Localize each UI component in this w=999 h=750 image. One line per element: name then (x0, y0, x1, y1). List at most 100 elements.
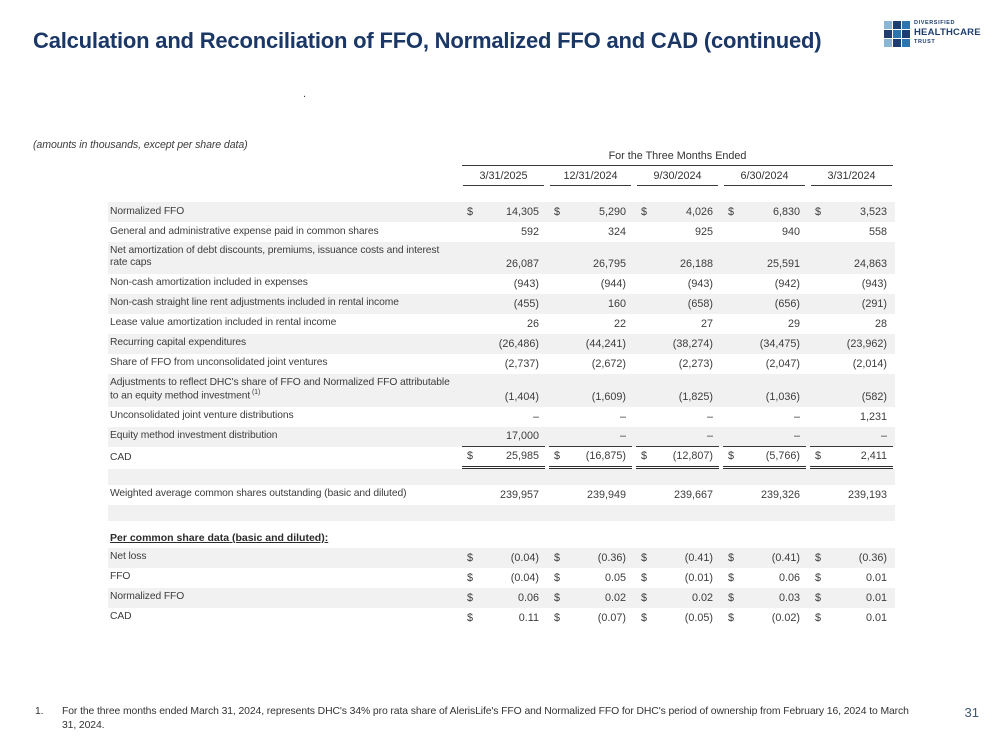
table-cell: 1,231 (810, 408, 893, 427)
table-cell: $ (0.36) (549, 549, 632, 568)
page-number: 31 (964, 705, 979, 720)
table-cell: 24,863 (810, 255, 893, 274)
logo-square (902, 21, 910, 29)
logo-square (902, 39, 910, 47)
cell-value: 940 (781, 226, 800, 238)
cell-value: (291) (861, 297, 887, 310)
table-row: Equity method investment distribution 17,… (108, 426, 895, 447)
dollar-sign: $ (467, 551, 474, 564)
dollar-sign: $ (728, 449, 735, 462)
table-cell: (582) (810, 388, 893, 407)
dollar-sign: $ (554, 591, 561, 604)
cell-value: 25,985 (505, 449, 539, 462)
table-cell: (658) (636, 295, 719, 314)
row-label: Weighted average common shares outstandi… (110, 488, 407, 500)
cell-value: (656) (774, 297, 800, 310)
table-cell: 26,188 (636, 255, 719, 274)
table-cell: $ (0.41) (723, 549, 806, 568)
table-cell: (942) (723, 275, 806, 294)
table-cell: (44,241) (549, 335, 632, 354)
cell-value: 1,231 (859, 410, 887, 423)
table-cell: 27 (636, 315, 719, 334)
cell-value: (943) (861, 277, 887, 290)
table-cell: $2,411 (810, 447, 893, 469)
table-cell: (34,475) (723, 335, 806, 354)
table-cell: $ (5,766) (723, 447, 806, 469)
table-cell: $ (0.01) (636, 569, 719, 588)
financial-table: For the Three Months Ended 3/31/2025 12/3… (108, 150, 895, 628)
cell-value: 24,863 (853, 257, 887, 270)
row-label: Normalized FFO (110, 591, 185, 603)
table-cell: – (549, 408, 632, 427)
table-row: Unconsolidated joint venture distributio… (108, 407, 895, 427)
dollar-sign: $ (641, 591, 648, 604)
cell-value: 26,795 (592, 257, 626, 270)
cell-value: 239,949 (586, 488, 626, 501)
column-header: 3/31/2025 (463, 166, 544, 186)
dollar-sign: $ (815, 591, 822, 604)
dollar-sign: $ (554, 611, 561, 624)
logo-square (893, 21, 901, 29)
table-row: FFO $ (0.04) $0.05 $ (0.01) $0.06 $0.01 (108, 568, 895, 588)
table-cell: (943) (462, 275, 545, 294)
dollar-sign: $ (815, 206, 822, 218)
table-cell: 239,667 (636, 486, 719, 505)
dollar-sign: $ (641, 449, 648, 462)
cell-value: (0.04) (510, 571, 539, 584)
table-cell: 160 (549, 295, 632, 314)
table-cell: $ (0.41) (636, 549, 719, 568)
row-label: FFO (110, 571, 131, 583)
table-cell: (2,672) (549, 355, 632, 374)
table-cell: 28 (810, 315, 893, 334)
table-cell: $0.11 (462, 609, 545, 628)
cell-value: – (706, 410, 713, 423)
cell-value: 25,591 (766, 257, 800, 270)
table-cell: (1,404) (462, 388, 545, 407)
cell-value: 239,957 (499, 488, 539, 501)
cell-value: 558 (868, 226, 887, 238)
row-label: Lease value amortization included in ren… (110, 317, 337, 329)
table-cell: $0.01 (810, 609, 893, 628)
dollar-sign: $ (554, 206, 561, 218)
table-row: Non-cash amortization included in expens… (108, 274, 895, 294)
table-cell: 558 (810, 223, 893, 242)
cell-value: 239,667 (673, 488, 713, 501)
cell-value: (943) (687, 277, 713, 290)
table-cell: (2,047) (723, 355, 806, 374)
row-label: Equity method investment distribution (110, 430, 278, 442)
table-cell: (1,036) (723, 388, 806, 407)
cell-value: (0.41) (771, 551, 800, 564)
dollar-sign: $ (467, 611, 474, 624)
cell-value: – (880, 429, 887, 442)
cell-value: (2,047) (765, 357, 800, 370)
table-cell: $0.02 (549, 589, 632, 608)
cell-value: 0.02 (604, 591, 626, 604)
cell-value: 4,026 (685, 206, 713, 218)
table-body: Normalized FFO $14,305 $5,290 $4,026 $6,830 $… (108, 202, 895, 628)
cell-value: 26 (526, 317, 539, 330)
units-note: (amounts in thousands, except per share … (33, 139, 248, 151)
table-cell: $0.03 (723, 589, 806, 608)
cell-value: 0.01 (865, 571, 887, 584)
cell-value: (1,825) (678, 390, 713, 403)
table-cell: (1,609) (549, 388, 632, 407)
cell-value: – (532, 410, 539, 423)
column-header: 12/31/2024 (550, 166, 631, 186)
row-label: Adjustments to reflect DHC's share of FF… (110, 376, 450, 402)
cell-value: (944) (600, 277, 626, 290)
cell-value: 6,830 (772, 206, 800, 218)
table-cell: – (810, 427, 893, 447)
cell-value: 925 (694, 226, 713, 238)
table-cell: (2,273) (636, 355, 719, 374)
table-cell: – (636, 427, 719, 447)
cell-value: (0.02) (771, 611, 800, 624)
cell-value: (2,672) (591, 357, 626, 370)
table-cell: $ (16,875) (549, 447, 632, 469)
table-cell: 925 (636, 223, 719, 242)
table-cell: $ (12,807) (636, 447, 719, 469)
logo-square (884, 30, 892, 38)
table-cell: (291) (810, 295, 893, 314)
table-row: Normalized FFO $14,305 $5,290 $4,026 $6,830 $… (108, 202, 895, 222)
cell-value: 0.01 (865, 591, 887, 604)
cell-value: (1,404) (504, 390, 539, 403)
